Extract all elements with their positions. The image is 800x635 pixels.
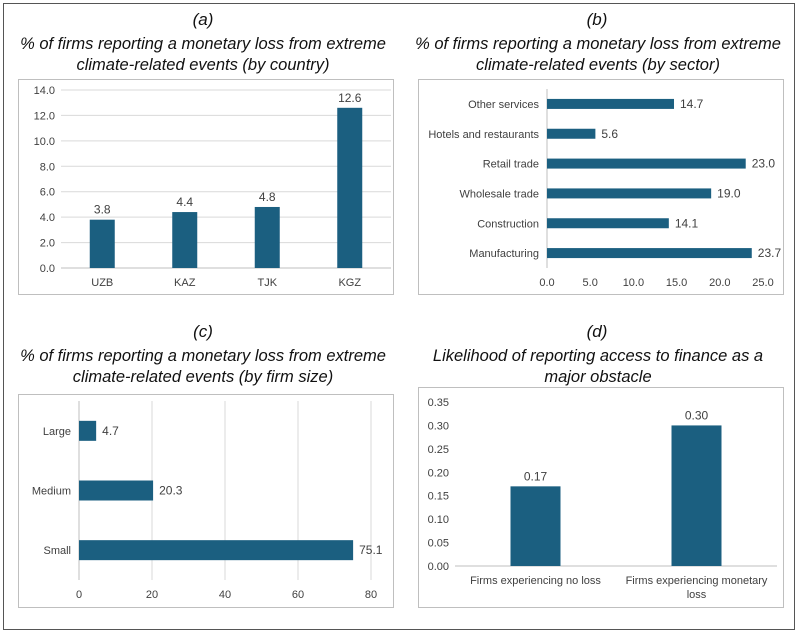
panel-d-y-tick-label: 0.30 — [428, 420, 449, 432]
panel-b-bar — [547, 98, 675, 109]
panel-a-bar — [172, 212, 198, 268]
panel-b-y-tick-label: Construction — [477, 218, 539, 230]
panel-b-data-label: 23.7 — [758, 246, 782, 260]
panel-b-title: % of firms reporting a monetary loss fro… — [415, 35, 781, 74]
panel-d-data-label: 0.30 — [685, 408, 709, 422]
panel-d-y-tick-label: 0.25 — [428, 444, 449, 456]
panel-c-chart: 0 20 40 60 80 4.7 Large 20.3 Medium 75.1 Small — [18, 394, 394, 608]
panel-c-svg: 0 20 40 60 80 4.7 Large 20.3 Medium 75.1 Small — [32, 401, 383, 601]
panel-c-data-label: 75.1 — [359, 543, 383, 557]
panel-a-x-tick-label: TJK — [257, 277, 277, 289]
panel-b-x-tick-label: 20.0 — [709, 277, 730, 289]
panel-d-y-tick-label: 0.00 — [428, 561, 449, 573]
panel-a-y-tick-label: 8.0 — [40, 161, 55, 173]
panel-c-data-label: 4.7 — [102, 424, 119, 438]
panel-a-x-tick-label: KAZ — [174, 277, 196, 289]
panel-b-y-tick-label: Hotels and restaurants — [428, 129, 539, 141]
panel-d-chart: 0.00 0.05 0.10 0.15 0.20 0.25 0.30 0.35 0.17 Firm… — [418, 387, 784, 608]
panel-c-bar — [79, 540, 354, 561]
panel-b-label: (b) — [586, 10, 608, 29]
panel-a-y-tick-label: 2.0 — [40, 238, 55, 250]
panel-a-chart: 0.0 2.0 4.0 6.0 8.0 10.0 12.0 14.0 3.8 UZB 4.4 KAZ 4… — [18, 79, 394, 295]
panel-b-x-tick-label: 0.0 — [539, 277, 554, 289]
panel-b-data-label: 14.7 — [680, 97, 704, 111]
panel-c-title: % of firms reporting a monetary loss fro… — [20, 347, 386, 386]
panel-a-data-label: 4.4 — [176, 195, 193, 209]
panel-b-bar — [547, 218, 669, 229]
panel-b-x-tick-label: 15.0 — [666, 277, 687, 289]
panel-d-data-label: 0.17 — [524, 469, 548, 483]
panel-b-data-label: 19.0 — [717, 186, 741, 200]
panel-b-x-tick-label: 25.0 — [752, 277, 773, 289]
panel-c-y-tick-label: Small — [43, 545, 71, 557]
panel-c-data-label: 20.3 — [159, 484, 183, 498]
panel-a-y-tick-label: 10.0 — [34, 136, 55, 148]
panel-d-x-tick-label: Firms experiencing no loss — [470, 575, 601, 587]
panel-c-x-tick-label: 40 — [219, 589, 231, 601]
panel-a-bar — [337, 107, 363, 268]
panel-b-bar — [547, 158, 746, 169]
panel-a-bar — [254, 206, 280, 268]
panel-d-bar — [671, 425, 722, 566]
panel-b-y-tick-label: Other services — [468, 99, 539, 111]
panel-c-bar — [79, 420, 97, 441]
panel-b-bar — [547, 128, 596, 139]
panel-d-y-tick-label: 0.05 — [428, 538, 449, 550]
panel-a-bar — [89, 219, 115, 268]
panel-d-x-tick-label: Firms experiencing monetary loss — [626, 575, 768, 601]
panel-a-y-tick-label: 0.0 — [40, 263, 55, 275]
panel-d-svg: 0.00 0.05 0.10 0.15 0.20 0.25 0.30 0.35 0.17 Firm… — [428, 397, 777, 601]
panel-b-data-label: 23.0 — [752, 157, 776, 171]
panel-b-svg: 0.0 5.0 10.0 15.0 20.0 25.0 14.7 Other services… — [428, 89, 782, 289]
panel-b-chart: 0.0 5.0 10.0 15.0 20.0 25.0 14.7 Other services… — [418, 79, 784, 295]
panel-c-x-tick-label: 80 — [365, 589, 377, 601]
panel-b-data-label: 5.6 — [601, 127, 618, 141]
panel-c-x-tick-label: 20 — [146, 589, 158, 601]
panel-c-x-tick-label: 0 — [76, 589, 82, 601]
panel-a-x-tick-label: KGZ — [338, 277, 361, 289]
panel-a-y-tick-label: 12.0 — [34, 110, 55, 122]
panel-b-bar — [547, 248, 752, 259]
panel-a-data-label: 3.8 — [94, 203, 111, 217]
panel-b-bar — [547, 188, 712, 199]
panel-b-y-tick-label: Manufacturing — [469, 248, 539, 260]
panel-a-x-tick-label: UZB — [91, 277, 113, 289]
panel-d-y-tick-label: 0.20 — [428, 467, 449, 479]
panel-c-y-tick-label: Large — [43, 426, 71, 438]
panel-d-label: (d) — [586, 322, 608, 341]
panel-a-data-label: 12.6 — [338, 91, 362, 105]
panel-c-bar — [79, 480, 154, 501]
panel-c-x-tick-label: 60 — [292, 589, 304, 601]
figure-frame — [3, 3, 795, 630]
panel-d-y-tick-label: 0.15 — [428, 491, 449, 503]
panel-a-y-tick-label: 6.0 — [40, 187, 55, 199]
panel-b-y-tick-label: Wholesale trade — [460, 188, 540, 200]
panel-a-y-tick-label: 4.0 — [40, 212, 55, 224]
panel-b-y-tick-label: Retail trade — [483, 159, 539, 171]
panel-b-data-label: 14.1 — [675, 216, 699, 230]
panel-d-y-tick-label: 0.10 — [428, 514, 449, 526]
panel-d-y-tick-label: 0.35 — [428, 397, 449, 409]
panel-a-svg: 0.0 2.0 4.0 6.0 8.0 10.0 12.0 14.0 3.8 UZB 4.4 KAZ 4… — [34, 85, 391, 289]
panel-b-x-tick-label: 10.0 — [623, 277, 644, 289]
panel-a-title: % of firms reporting a monetary loss fro… — [20, 35, 386, 74]
panel-c-y-tick-label: Medium — [32, 486, 71, 498]
panel-a-data-label: 4.8 — [259, 190, 276, 204]
panel-d-title: Likelihood of reporting access to financ… — [432, 347, 764, 386]
panel-a-label: (a) — [192, 10, 214, 29]
panel-b-x-tick-label: 5.0 — [583, 277, 598, 289]
panel-d-bar — [510, 486, 561, 566]
panel-a-y-tick-label: 14.0 — [34, 85, 55, 97]
panel-c-label: (c) — [193, 322, 213, 341]
